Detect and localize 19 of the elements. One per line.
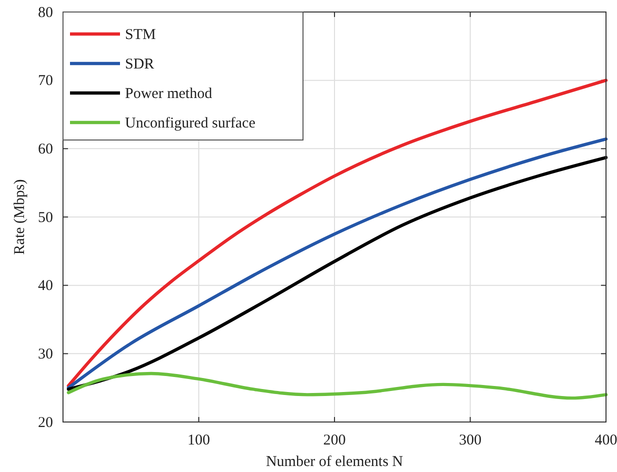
x-tick-label: 400 bbox=[594, 432, 617, 449]
y-tick-label: 70 bbox=[38, 73, 53, 90]
x-axis-title: Number of elements N bbox=[266, 454, 404, 470]
x-tick-label: 300 bbox=[459, 432, 482, 449]
y-tick-label: 30 bbox=[38, 346, 53, 362]
y-tick-label: 20 bbox=[38, 414, 53, 431]
y-tick-label: 40 bbox=[38, 278, 53, 294]
legend-label: Unconfigured surface bbox=[125, 116, 256, 132]
x-tick-label: 100 bbox=[188, 432, 210, 449]
legend-label: Power method bbox=[125, 86, 213, 102]
x-tick-label: 200 bbox=[323, 432, 346, 449]
y-tick-label: 80 bbox=[38, 4, 53, 21]
line-series bbox=[66, 78, 608, 388]
y-tick-label: 60 bbox=[38, 141, 53, 158]
y-axis-title: Rate (Mbps) bbox=[12, 179, 28, 255]
line-series bbox=[66, 372, 608, 400]
y-tick-label: 50 bbox=[38, 210, 53, 226]
legend-label: SDR bbox=[125, 56, 154, 72]
legend-label: STM bbox=[125, 27, 156, 43]
